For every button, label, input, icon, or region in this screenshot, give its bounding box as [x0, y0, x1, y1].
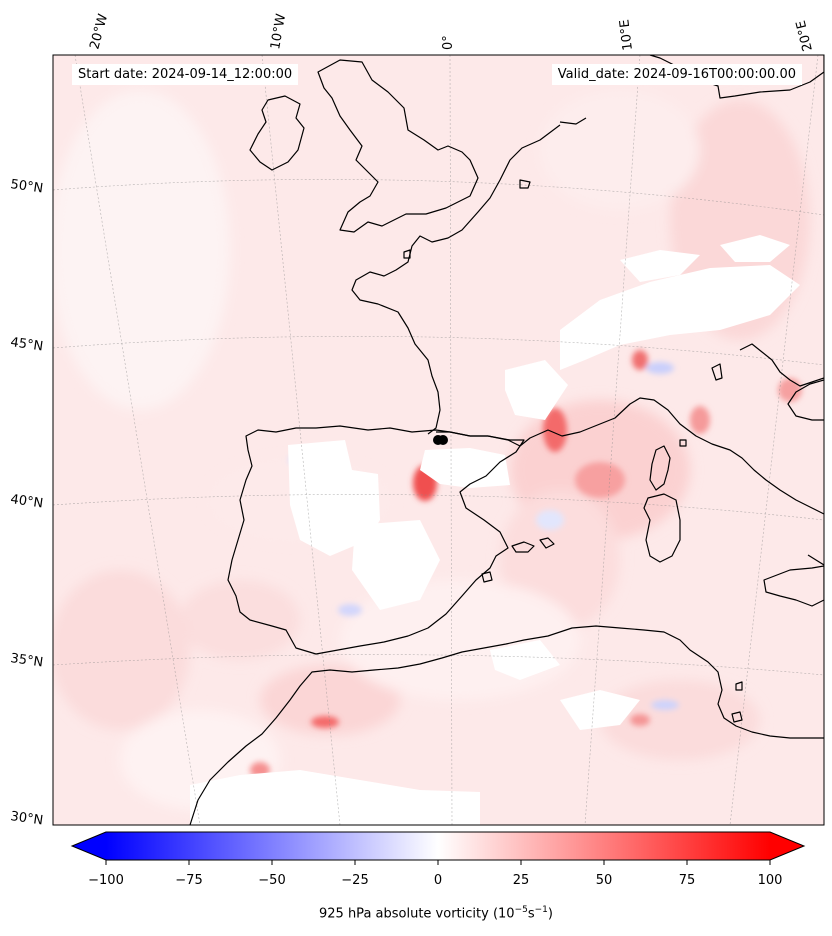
- colorbar-title-exp1: −5: [514, 905, 528, 915]
- colorbar-tick-label: −100: [88, 873, 124, 888]
- longitude-labels: 20°W 10°W 0° 10°E 20°E: [87, 12, 816, 52]
- lat-label: 35°N: [9, 651, 44, 670]
- colorbar-title-suffix: ): [547, 906, 553, 922]
- graticule: [53, 55, 824, 825]
- lat-label: 30°N: [9, 809, 44, 828]
- lon-label: 10°W: [268, 13, 289, 51]
- colorbar-gradient: [106, 832, 770, 860]
- valid-date-label: Valid_date: 2024-09-16T00:00:00.00: [551, 64, 802, 85]
- colorbar: −100 −75 −50 −25 0 25 50 75 100: [70, 831, 806, 888]
- colorbar-title-exp2: −1: [534, 905, 548, 915]
- lat-label: 40°N: [9, 492, 44, 511]
- colorbar-title: 925 hPa absolute vorticity (10−5s−1): [0, 905, 832, 921]
- colorbar-tick-label: −75: [175, 873, 202, 888]
- latitude-labels: 50°N 45°N 40°N 35°N 30°N: [9, 177, 44, 828]
- colorbar-ticks: −100 −75 −50 −25 0 25 50 75 100: [88, 860, 782, 888]
- lon-label: 10°E: [617, 18, 636, 51]
- colorbar-tick-label: −50: [258, 873, 285, 888]
- location-marker: [433, 435, 448, 445]
- lon-label: 20°W: [87, 12, 111, 51]
- colorbar-tick-label: 75: [679, 873, 696, 888]
- lon-label: 0°: [441, 35, 456, 50]
- lat-label: 45°N: [9, 335, 44, 354]
- colorbar-tick-label: 50: [596, 873, 613, 888]
- colorbar-tick-label: −25: [341, 873, 368, 888]
- colorbar-tick-label: 25: [513, 873, 530, 888]
- colorbar-tick-label: 100: [758, 873, 783, 888]
- map-frame: [52, 54, 825, 826]
- colorbar-max-extend: [770, 832, 804, 860]
- map-area: [53, 55, 824, 825]
- colorbar-tick-label: 0: [434, 873, 442, 888]
- lon-label: 20°E: [794, 19, 816, 53]
- colorbar-min-extend: [72, 832, 106, 860]
- lat-label: 50°N: [9, 177, 44, 196]
- start-date-label: Start date: 2024-09-14_12:00:00: [72, 64, 299, 85]
- colorbar-title-mid: s: [527, 906, 535, 922]
- orography-mask: [190, 235, 800, 825]
- colorbar-title-prefix: 925 hPa absolute vorticity (10: [319, 906, 515, 922]
